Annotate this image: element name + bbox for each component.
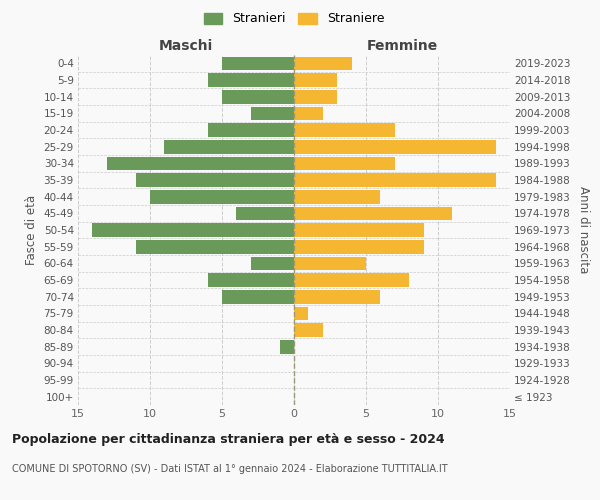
Bar [294, 256, 366, 270]
Bar [150, 190, 294, 203]
Bar [294, 140, 496, 153]
Bar [294, 90, 337, 104]
Bar [294, 240, 424, 254]
Bar [294, 173, 496, 187]
Bar [294, 306, 308, 320]
Bar [294, 56, 352, 70]
Bar [294, 123, 395, 137]
Bar [208, 273, 294, 287]
Bar [251, 256, 294, 270]
Text: Femmine: Femmine [367, 38, 437, 52]
Bar [294, 223, 424, 237]
Bar [107, 156, 294, 170]
Bar [208, 123, 294, 137]
Bar [294, 290, 380, 304]
Bar [236, 206, 294, 220]
Bar [294, 323, 323, 337]
Bar [222, 290, 294, 304]
Text: Maschi: Maschi [159, 38, 213, 52]
Legend: Stranieri, Straniere: Stranieri, Straniere [200, 8, 388, 29]
Bar [294, 190, 380, 203]
Bar [164, 140, 294, 153]
Bar [136, 173, 294, 187]
Bar [294, 73, 337, 87]
Bar [136, 240, 294, 254]
Bar [280, 340, 294, 353]
Bar [92, 223, 294, 237]
Text: Popolazione per cittadinanza straniera per età e sesso - 2024: Popolazione per cittadinanza straniera p… [12, 432, 445, 446]
Y-axis label: Anni di nascita: Anni di nascita [577, 186, 590, 274]
Bar [294, 206, 452, 220]
Bar [208, 73, 294, 87]
Bar [222, 90, 294, 104]
Text: COMUNE DI SPOTORNO (SV) - Dati ISTAT al 1° gennaio 2024 - Elaborazione TUTTITALI: COMUNE DI SPOTORNO (SV) - Dati ISTAT al … [12, 464, 448, 474]
Bar [222, 56, 294, 70]
Bar [251, 106, 294, 120]
Bar [294, 106, 323, 120]
Y-axis label: Fasce di età: Fasce di età [25, 195, 38, 265]
Bar [294, 273, 409, 287]
Bar [294, 156, 395, 170]
